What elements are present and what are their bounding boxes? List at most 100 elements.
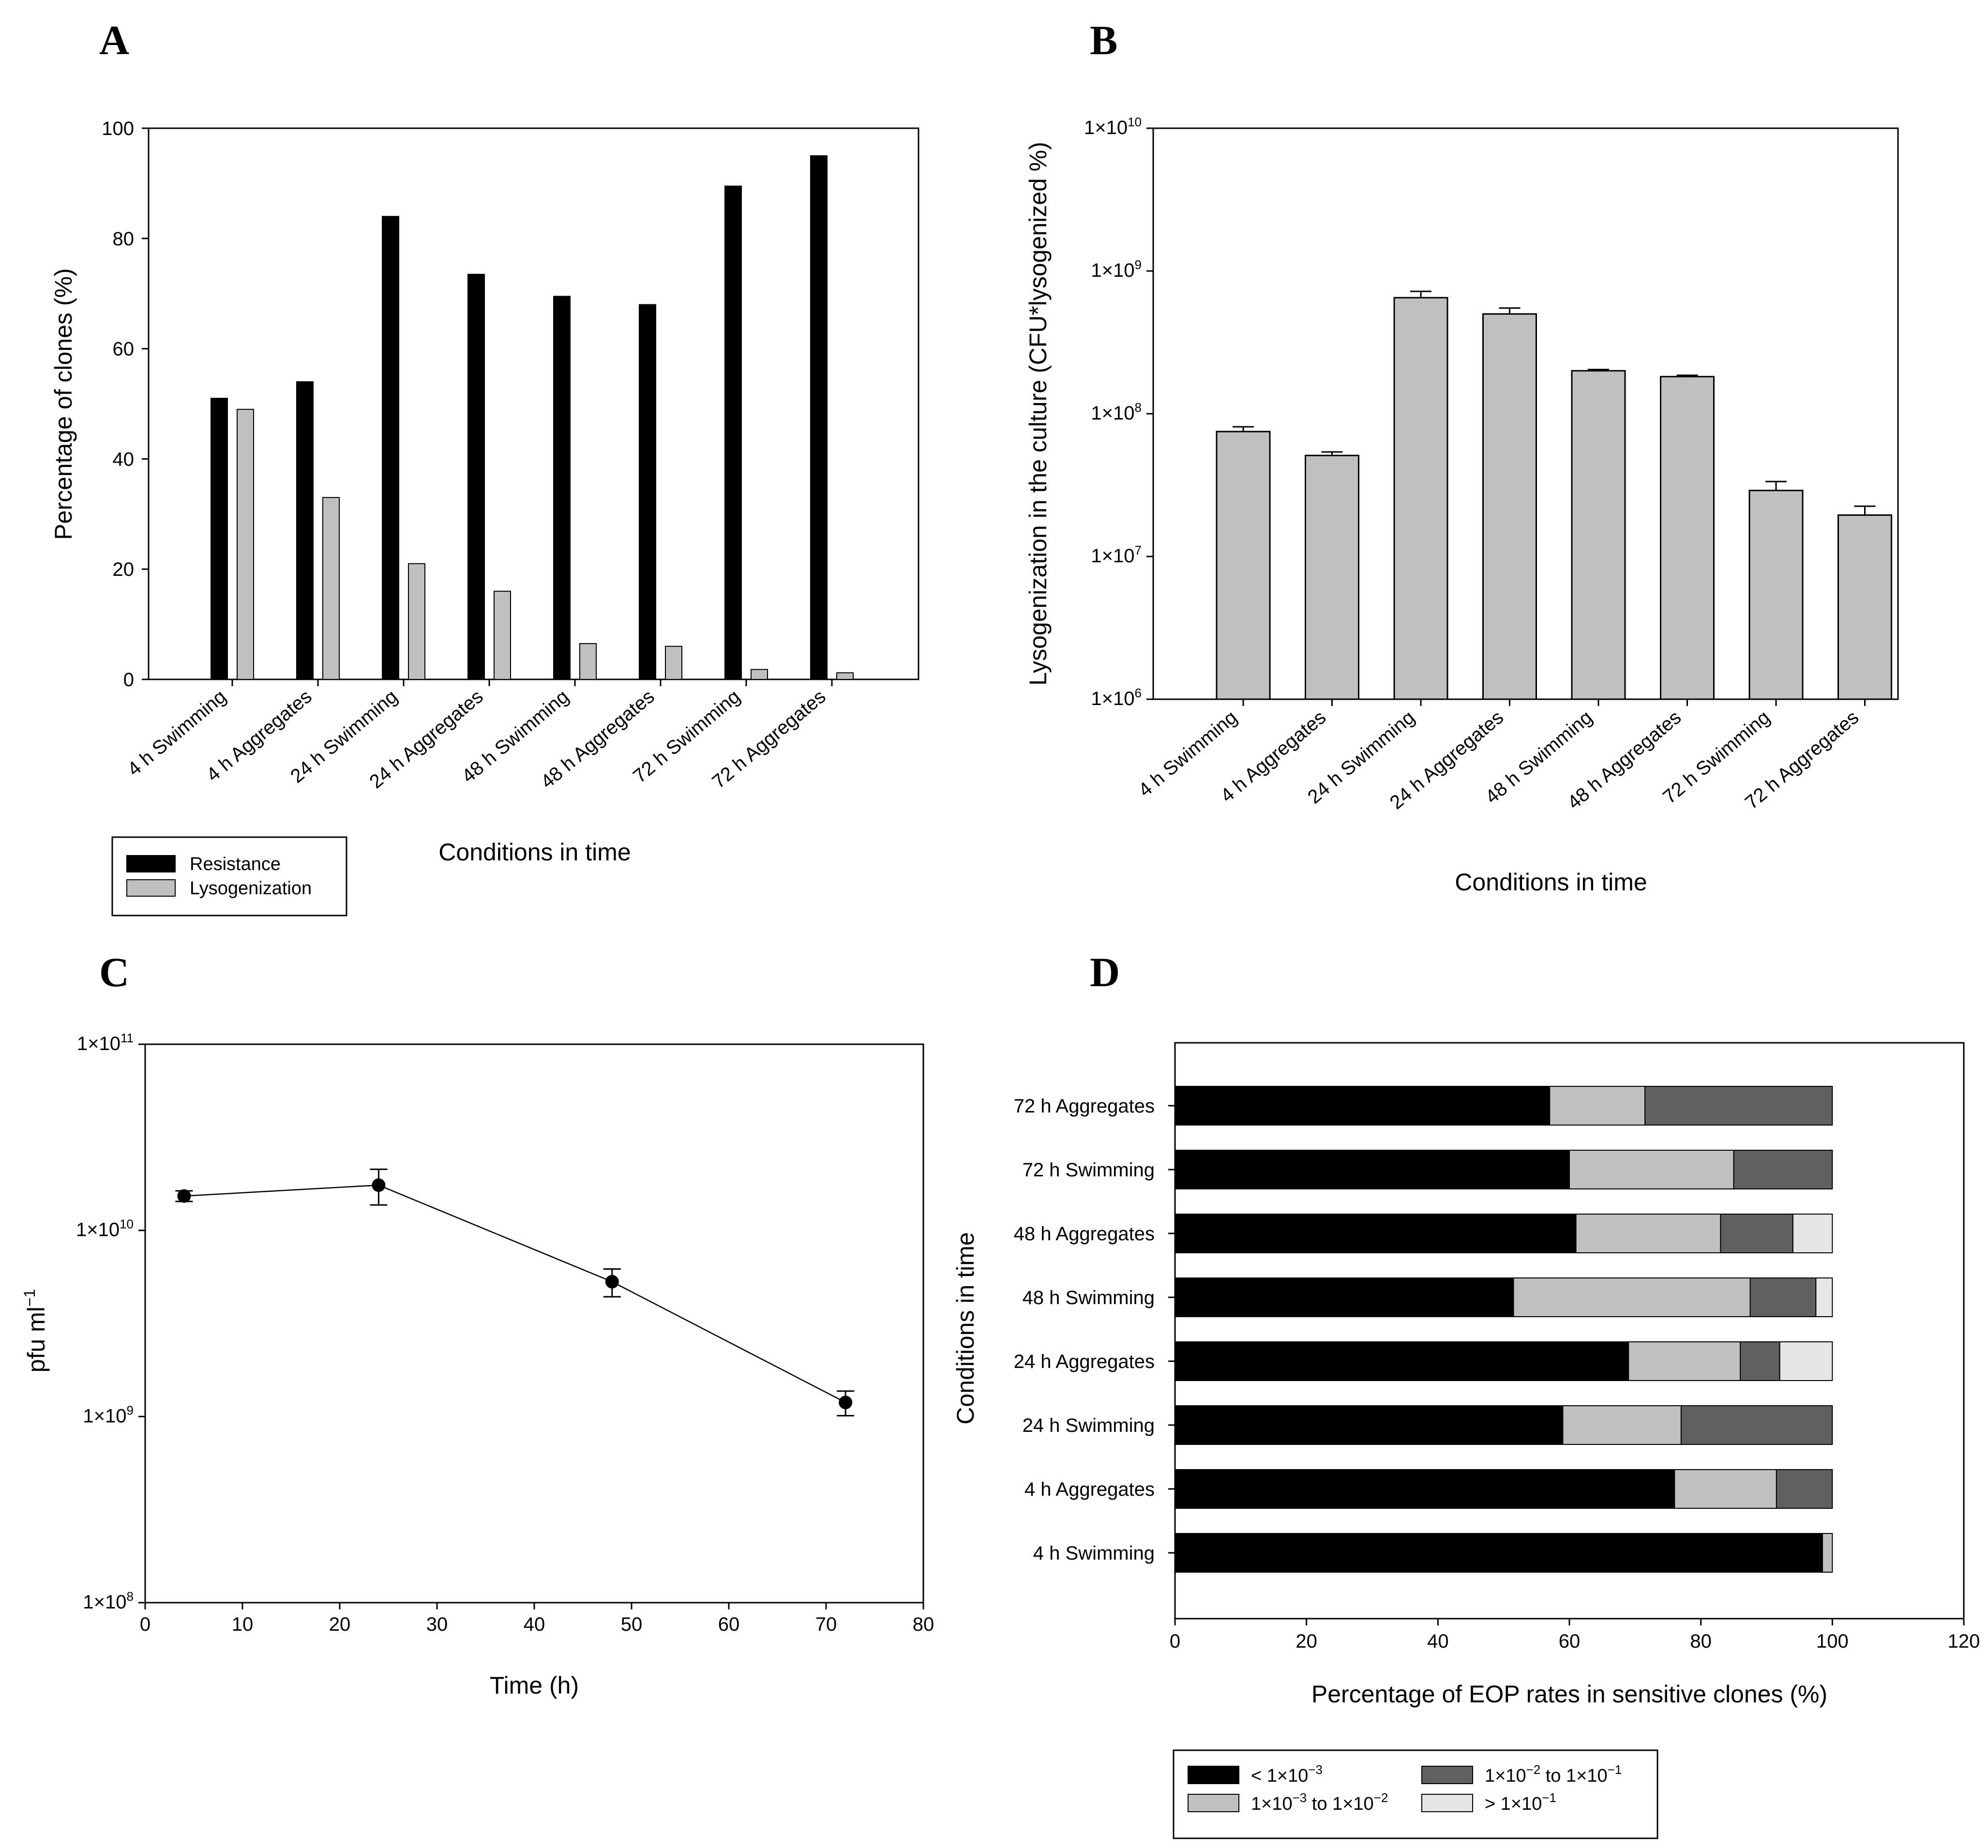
legend-swatch-0 <box>1188 1766 1239 1784</box>
x-tick-label: 30 <box>426 1614 448 1635</box>
bar-lysogenization-48-h-swimming <box>579 643 597 680</box>
bar-segment-1-24-h-swimming <box>1562 1405 1682 1445</box>
bar-segment-0-4-h-swimming <box>1175 1533 1823 1573</box>
legend-label-1-mantissa2: to 1×10 <box>1307 1794 1373 1814</box>
y-tick-label: 1×109 <box>83 1403 134 1427</box>
y-tick-label-exponent: 11 <box>120 1031 134 1045</box>
legend-swatch-1 <box>1188 1794 1239 1812</box>
data-point <box>372 1178 386 1192</box>
y-axis-title-exponent: −1 <box>21 1289 38 1307</box>
chart-d: 0 20 40 60 80 100 120 4 h Swimming 4 h Aggregate… <box>952 1042 1980 1839</box>
legend-box <box>111 836 347 916</box>
legend: < 1×10−31×10−3 to 1×10−21×10−2 to 1×10−1… <box>1173 1749 1658 1839</box>
y-tick-label: 0 <box>123 669 134 691</box>
y-tick-label: 1×107 <box>1091 543 1142 567</box>
legend-label-1: 1×10−3 to 1×10−2 <box>1251 1790 1388 1814</box>
bar-segment-2-24-h-swimming <box>1680 1405 1833 1445</box>
legend-swatch-2 <box>1421 1766 1473 1784</box>
bar-resistance-24-h-aggregates <box>467 273 485 680</box>
legend-label-0: < 1×10−3 <box>1251 1762 1323 1786</box>
bar-lysogenization-24-h-aggregates <box>494 590 511 680</box>
y-tick-label-exponent: 10 <box>120 1217 134 1232</box>
y-tick-label-exponent: 10 <box>1128 115 1142 129</box>
bar-4-h-aggregates <box>1305 454 1359 700</box>
data-point <box>177 1189 191 1203</box>
bar-resistance-4-h-aggregates <box>296 381 314 680</box>
bar-segment-2-48-h-aggregates <box>1720 1214 1793 1253</box>
legend-label-2-exponent: −2 <box>1526 1762 1541 1777</box>
y-tick-label: 1×109 <box>1091 257 1142 281</box>
x-tick-label: 60 <box>1559 1631 1581 1652</box>
plot-frame <box>144 1043 924 1604</box>
y-tick-label: 24 h Aggregates <box>1014 1351 1155 1372</box>
bar-segment-1-4-h-aggregates <box>1674 1469 1777 1509</box>
y-tick-label: 1×108 <box>83 1589 134 1613</box>
plot-frame <box>148 127 919 680</box>
y-tick-label-mantissa: 1×10 <box>1084 117 1128 138</box>
y-tick-label: 4 h Aggregates <box>1024 1479 1155 1500</box>
bar-24-h-swimming <box>1393 297 1448 700</box>
bar-segment-1-72-h-swimming <box>1569 1150 1734 1189</box>
bar-lysogenization-4-h-swimming <box>237 408 254 680</box>
bar-segment-3-48-h-aggregates <box>1792 1214 1833 1253</box>
y-axis-title-base: pfu ml <box>23 1307 50 1372</box>
y-tick-label: 1×1011 <box>77 1031 134 1054</box>
legend-label-lysogenization: Lysogenization <box>190 878 312 899</box>
legend-label-2: 1×10−2 to 1×10−1 <box>1485 1762 1622 1786</box>
y-tick-label-mantissa: 1×10 <box>1091 260 1134 281</box>
y-tick-label: 60 <box>113 339 135 360</box>
y-tick-label: 100 <box>102 118 134 139</box>
x-axis-title: Conditions in time <box>1455 869 1647 896</box>
y-tick-label-mantissa: 1×10 <box>83 1592 126 1613</box>
bar-24-h-aggregates <box>1482 313 1537 700</box>
y-tick-label-mantissa: 1×10 <box>77 1033 120 1054</box>
x-tick-label: 70 <box>815 1614 837 1635</box>
y-tick-label-mantissa: 1×10 <box>76 1219 120 1241</box>
x-tick-label: 60 <box>718 1614 740 1635</box>
y-tick-label: 72 h Aggregates <box>1014 1096 1155 1117</box>
y-tick-label: 40 <box>113 449 135 470</box>
bar-resistance-48-h-swimming <box>553 296 571 680</box>
legend-label-0-exponent: −3 <box>1308 1762 1323 1777</box>
bar-segment-0-4-h-aggregates <box>1175 1469 1675 1509</box>
legend-label-1-exponent2: −2 <box>1374 1790 1388 1805</box>
legend-label-3-exponent: −1 <box>1542 1790 1556 1805</box>
x-tick-label: 0 <box>140 1614 151 1635</box>
bar-segment-1-72-h-aggregates <box>1549 1086 1646 1126</box>
y-tick-label-exponent: 8 <box>1135 400 1142 415</box>
panel-letter-a: A <box>99 17 129 63</box>
bar-segment-0-24-h-aggregates <box>1175 1341 1629 1381</box>
y-tick-label-exponent: 9 <box>1135 257 1142 272</box>
y-axis-title: pfu ml−1 <box>21 1289 50 1373</box>
x-tick-label: 50 <box>621 1614 643 1635</box>
bar-segment-0-24-h-swimming <box>1175 1405 1564 1445</box>
panel-letter-d: D <box>1090 949 1120 995</box>
legend-label-1-mantissa: 1×10 <box>1251 1794 1293 1814</box>
bar-4-h-swimming <box>1216 431 1271 700</box>
x-tick-label: 40 <box>1427 1631 1449 1652</box>
x-axis-title: Percentage of EOP rates in sensitive clo… <box>1311 1681 1827 1708</box>
bar-lysogenization-72-h-aggregates <box>836 672 854 680</box>
data-point <box>839 1396 853 1410</box>
bar-72-h-aggregates <box>1837 514 1892 700</box>
bar-48-h-swimming <box>1571 370 1626 700</box>
y-axis-title: Percentage of clones (%) <box>50 268 77 540</box>
x-tick-label: 80 <box>1690 1631 1712 1652</box>
bar-resistance-24-h-swimming <box>382 216 399 680</box>
y-tick-label-mantissa: 1×10 <box>1091 545 1134 567</box>
bar-lysogenization-24-h-swimming <box>408 563 425 680</box>
y-tick-label: 1×1010 <box>76 1217 134 1241</box>
y-tick-label: 72 h Swimming <box>1023 1159 1155 1181</box>
series-line <box>184 1184 846 1403</box>
bar-segment-3-24-h-aggregates <box>1779 1341 1833 1381</box>
y-tick-label: 4 h Swimming <box>1033 1543 1155 1564</box>
y-tick-label: 20 <box>113 559 135 580</box>
bar-segment-0-72-h-swimming <box>1175 1150 1570 1189</box>
legend-label-2-mantissa2: to 1×10 <box>1540 1766 1607 1786</box>
bar-segment-2-72-h-swimming <box>1733 1150 1833 1189</box>
bar-segment-0-48-h-swimming <box>1175 1277 1514 1317</box>
plot-frame <box>1174 1042 1965 1620</box>
